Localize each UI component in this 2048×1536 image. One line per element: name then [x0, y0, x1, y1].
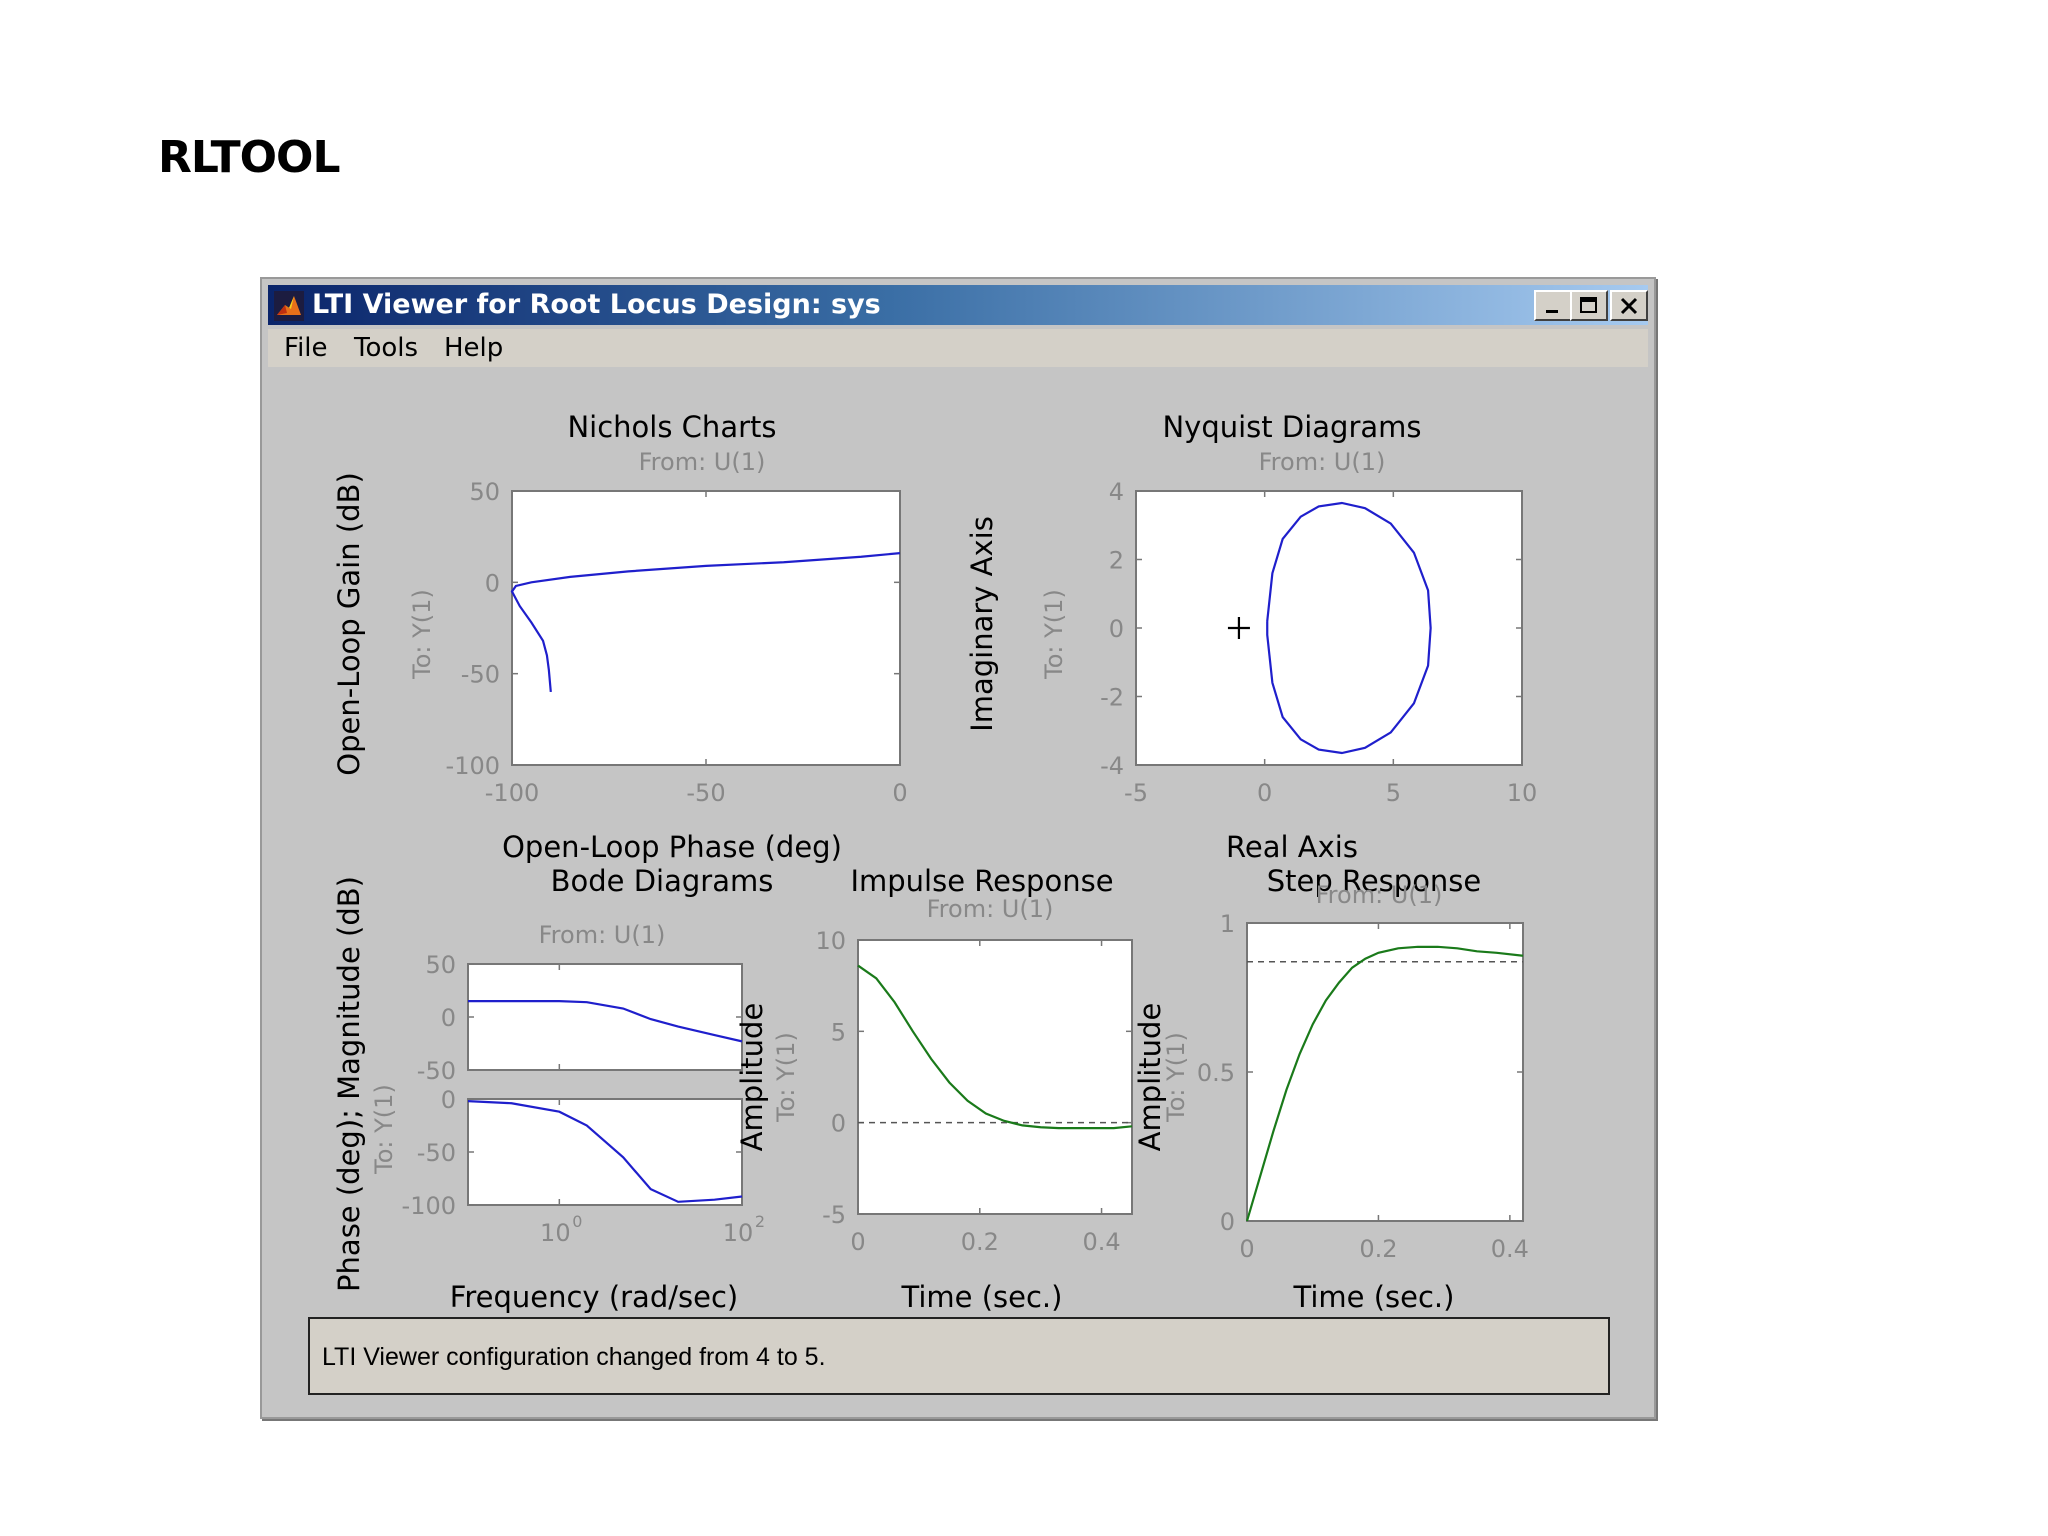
slide-title: RLTOOL: [158, 132, 340, 183]
step-axes: [1246, 922, 1524, 1222]
nichols-x-tick-label: -100: [485, 779, 539, 807]
bode-ylabel: Phase (deg); Magnitude (dB): [332, 876, 366, 1292]
impulse-y-tick-label: 10: [815, 927, 846, 955]
step-title: Step Response: [1267, 864, 1482, 898]
impulse-y-tick-label: -5: [822, 1201, 846, 1229]
status-bar: LTI Viewer configuration changed from 4 …: [308, 1317, 1610, 1395]
nyquist-curve: [1266, 501, 1432, 755]
impulse-xlabel: Time (sec.): [901, 1280, 1063, 1314]
menu-help[interactable]: Help: [444, 333, 504, 363]
nyquist-io-label: To: Y(1): [1040, 589, 1068, 680]
nyquist-x-tick-label: 10: [1507, 779, 1538, 807]
step-x-tick-label: 0.2: [1359, 1235, 1397, 1263]
close-button[interactable]: [1610, 290, 1648, 321]
impulse-y-tick-label: 0: [831, 1110, 846, 1138]
bode-magnitude-curve: [468, 999, 743, 1043]
impulse-ylabel: Amplitude: [735, 1003, 769, 1152]
step-ylabel: Amplitude: [1133, 1003, 1167, 1152]
nyquist-y-tick-label: 0: [1109, 615, 1124, 643]
step-y-tick-label: 1: [1220, 910, 1235, 938]
step-x-tick-label: 0: [1239, 1235, 1254, 1263]
nichols-curve: [510, 552, 901, 693]
maximize-button[interactable]: [1570, 290, 1608, 321]
bode-phase-y-tick-label: 0: [441, 1086, 456, 1114]
nichols-x-tick-label: -50: [686, 779, 725, 807]
nichols-x-tick-label: 0: [892, 779, 907, 807]
step-x-tick-label: 0.4: [1491, 1235, 1529, 1263]
step-xlabel: Time (sec.): [1293, 1280, 1455, 1314]
nichols-ylabel: Open-Loop Gain (dB): [332, 472, 366, 776]
step-y-tick-label: 0.5: [1197, 1059, 1235, 1087]
impulse-curve: [857, 964, 1133, 1130]
bode-phase-y-tick-label: -50: [417, 1139, 456, 1167]
menu-file[interactable]: File: [284, 333, 328, 363]
impulse-subtitle: From: U(1): [927, 895, 1054, 923]
bode-title: Bode Diagrams: [551, 864, 774, 898]
bode-xlabel: Frequency (rad/sec): [450, 1280, 738, 1314]
nyquist-subtitle: From: U(1): [1259, 448, 1386, 476]
nichols-subtitle: From: U(1): [639, 448, 766, 476]
nichols-y-tick-label: 0: [485, 569, 500, 597]
nyquist-ylabel: Imaginary Axis: [965, 516, 999, 732]
bode-x-tick-label: 10: [540, 1219, 571, 1247]
impulse-title: Impulse Response: [850, 864, 1113, 898]
impulse-x-tick-label: 0.2: [961, 1228, 999, 1256]
bode-subtitle: From: U(1): [539, 921, 666, 949]
menu-bar: File Tools Help: [268, 329, 1648, 367]
nichols-xlabel: Open-Loop Phase (deg): [502, 830, 842, 864]
impulse-axes: [857, 939, 1133, 1215]
step-io-label: To: Y(1): [1162, 1032, 1190, 1123]
status-text: LTI Viewer configuration changed from 4 …: [322, 1343, 826, 1371]
nichols-axes: [511, 490, 901, 766]
maximize-icon: [1580, 296, 1597, 313]
bode-x-tick-exponent: 0: [572, 1212, 582, 1231]
nyquist-x-tick-label: 5: [1386, 779, 1401, 807]
bode-mag-y-tick-label: 0: [441, 1004, 456, 1032]
window-title-bar[interactable]: LTI Viewer for Root Locus Design: sys: [268, 285, 1648, 325]
bode-phase-y-tick-label: -100: [402, 1192, 456, 1220]
impulse-x-tick-label: 0: [850, 1228, 865, 1256]
nichols-title: Nichols Charts: [567, 410, 776, 444]
nyquist-y-tick-label: -4: [1100, 752, 1124, 780]
bode-mag-y-tick-label: 50: [425, 951, 456, 979]
nichols-y-tick-label: -50: [461, 661, 500, 689]
bode-magnitude-axes: [467, 963, 743, 1071]
step-y-tick-label: 0: [1220, 1208, 1235, 1236]
nyquist-y-tick-label: 2: [1109, 547, 1124, 575]
nyquist-axes: [1135, 490, 1523, 766]
bode-io-label: To: Y(1): [370, 1084, 398, 1175]
bode-x-tick-label: 10: [723, 1219, 754, 1247]
bode-phase-curve: [467, 1100, 743, 1203]
nyquist-xlabel: Real Axis: [1226, 830, 1358, 864]
nyquist-y-tick-label: -2: [1100, 684, 1124, 712]
critical-point-marker: [1227, 617, 1250, 639]
matlab-logo-icon: [274, 291, 304, 321]
close-icon: [1620, 297, 1638, 314]
lti-viewer-window: LTI Viewer for Root Locus Design: sys Fi…: [260, 277, 1656, 1419]
nyquist-x-tick-label: 0: [1257, 779, 1272, 807]
window-title: LTI Viewer for Root Locus Design: sys: [312, 289, 881, 320]
impulse-x-tick-label: 0.4: [1082, 1228, 1120, 1256]
impulse-y-tick-label: 5: [831, 1018, 846, 1046]
nyquist-title: Nyquist Diagrams: [1162, 410, 1421, 444]
menu-tools[interactable]: Tools: [354, 333, 419, 363]
nyquist-y-tick-label: 4: [1109, 478, 1124, 506]
impulse-io-label: To: Y(1): [772, 1032, 800, 1123]
step-subtitle: From: U(1): [1316, 881, 1443, 909]
nyquist-x-tick-label: -5: [1124, 779, 1148, 807]
minimize-icon: [1546, 309, 1558, 313]
nichols-io-label: To: Y(1): [408, 589, 436, 680]
nichols-y-tick-label: -100: [446, 752, 500, 780]
bode-phase-axes: [467, 1098, 743, 1206]
minimize-button[interactable]: [1534, 290, 1572, 321]
bode-mag-y-tick-label: -50: [417, 1057, 456, 1085]
bode-x-tick-exponent: 2: [755, 1212, 765, 1231]
step-curve: [1245, 945, 1524, 1222]
nichols-y-tick-label: 50: [469, 478, 500, 506]
